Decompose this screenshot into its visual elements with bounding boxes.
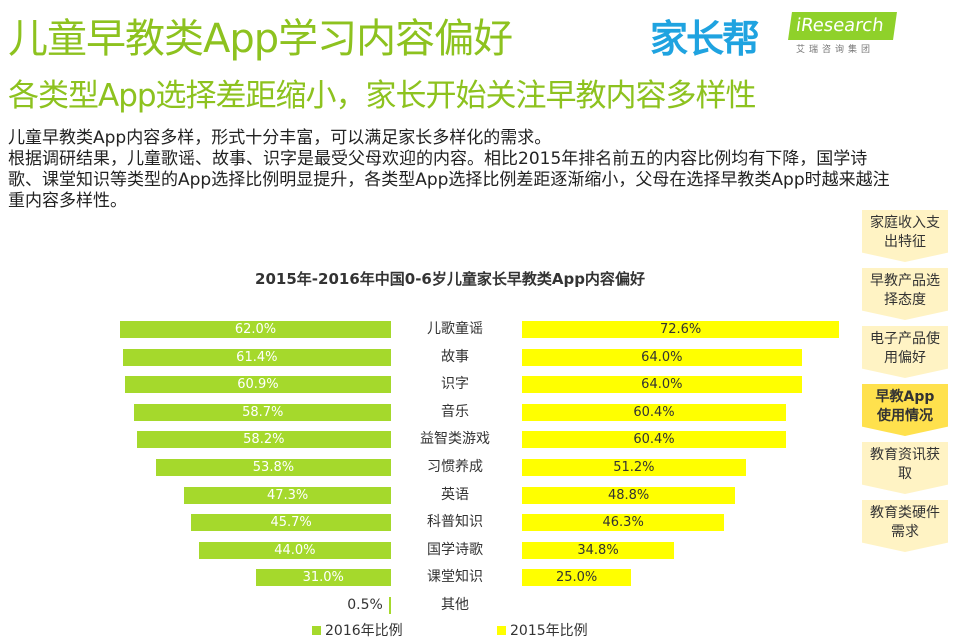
bar-2015: 34.8% — [522, 541, 675, 559]
data-label-2016: 47.3% — [266, 487, 309, 503]
data-label-2016: 0.5% — [347, 597, 383, 613]
data-label-2015: 46.3% — [602, 515, 644, 531]
legend-swatch-2015 — [497, 626, 506, 635]
data-label-2016: 58.2% — [243, 432, 285, 448]
bar-2016: 44.0% — [198, 541, 391, 559]
data-label-2015: 25.0% — [555, 570, 598, 586]
page-subtitle: 各类型App选择差距缩小，家长开始关注早教内容多样性 — [8, 78, 757, 114]
data-label-2015: 60.4% — [633, 432, 675, 448]
category-label: 课堂知识 — [427, 569, 483, 586]
data-label-2015: 64.0% — [641, 377, 683, 393]
bar-2016: 58.2% — [136, 431, 391, 449]
bar-2015: 46.3% — [522, 514, 725, 532]
nav-step-label: 教育资讯获取 — [870, 447, 940, 482]
bar-2015: 60.4% — [522, 403, 786, 421]
bar-2016: 31.0% — [255, 569, 391, 587]
data-label-2016: 58.7% — [242, 404, 284, 420]
nav-step-label: 家庭收入支出特征 — [870, 215, 940, 250]
data-label-2016: 45.7% — [270, 515, 312, 531]
data-label-2016: 31.0% — [302, 570, 344, 586]
bar-2015: 64.0% — [522, 348, 802, 366]
data-label-2016: 53.8% — [252, 460, 295, 475]
category-label: 其他 — [441, 597, 469, 613]
nav-step[interactable]: 家庭收入支出特征 — [862, 210, 948, 262]
nav-step-label: 教育类硬件需求 — [870, 505, 940, 540]
body-text: 儿童早教类App内容多样，形式十分丰富，可以满足家长多样化的需求。 根据调研结果… — [8, 128, 908, 212]
bar-2016: 47.3% — [184, 486, 391, 504]
bar-2015: 64.0% — [522, 376, 802, 394]
data-label-2015: 51.2% — [613, 460, 655, 475]
data-label-2015: 34.8% — [577, 542, 619, 558]
bar-2016: 62.0% — [120, 321, 391, 338]
bar-2016: 60.9% — [124, 376, 391, 394]
body-paragraph: 儿童早教类App内容多样，形式十分丰富，可以满足家长多样化的需求。 — [8, 128, 552, 148]
category-label: 故事 — [441, 348, 469, 365]
bar-2015: 48.8% — [522, 486, 736, 504]
legend-2015: 2015年比例 — [497, 620, 588, 640]
body-paragraph: 根据调研结果，儿童歌谣、故事、识字是最受父母欢迎的内容。相比2015年排名前五的… — [8, 149, 890, 211]
legend-swatch-2016 — [312, 626, 321, 635]
data-label-2015: 64.0% — [641, 349, 683, 365]
bar-2016: 53.8% — [155, 459, 391, 476]
bar-2015: 51.2% — [522, 459, 746, 476]
legend-2016: 2016年比例 — [312, 620, 403, 640]
data-label-2015: 72.6% — [659, 322, 702, 337]
bar-2015: 60.4% — [522, 431, 786, 449]
category-label: 国学诗歌 — [427, 541, 483, 558]
nav-step[interactable]: 教育资讯获取 — [862, 442, 948, 494]
category-label: 益智类游戏 — [420, 431, 490, 448]
iresearch-logo-sub: 艾瑞咨询集团 — [796, 45, 875, 55]
bar-2016 — [388, 597, 391, 614]
data-label-2016: 61.4% — [236, 349, 278, 365]
bar-2016: 58.7% — [134, 403, 391, 421]
iresearch-logo: iResearch — [788, 12, 897, 40]
jiazhangbang-logo: 家长帮 — [650, 17, 760, 61]
chart-title: 2015年-2016年中国0-6岁儿童家长早教类App内容偏好 — [255, 270, 645, 288]
data-label-2016: 44.0% — [274, 542, 316, 558]
category-label: 识字 — [441, 376, 469, 393]
nav-step-label: 早教App使用情况 — [875, 389, 935, 424]
category-label: 科普知识 — [427, 514, 483, 531]
data-label-2015: 48.8% — [607, 487, 650, 503]
nav-step[interactable]: 教育类硬件需求 — [862, 500, 948, 552]
nav-step-label: 早教产品选择态度 — [870, 273, 940, 308]
bar-2016: 45.7% — [191, 514, 391, 532]
nav-step[interactable]: 早教产品选择态度 — [862, 268, 948, 320]
bar-2015: 72.6% — [522, 321, 840, 338]
category-label: 英语 — [441, 486, 469, 503]
bar-2016: 61.4% — [122, 348, 391, 366]
category-label: 音乐 — [441, 403, 469, 420]
page-title: 儿童早教类App学习内容偏好 — [8, 16, 513, 62]
data-label-2015: 60.4% — [633, 404, 675, 420]
nav-step[interactable]: 电子产品使用偏好 — [862, 326, 948, 378]
data-label-2016: 62.0% — [234, 322, 277, 337]
nav-step[interactable]: 早教App使用情况 — [862, 384, 948, 436]
data-label-2016: 60.9% — [237, 377, 279, 393]
nav-step-label: 电子产品使用偏好 — [870, 331, 940, 366]
category-label: 习惯养成 — [427, 459, 483, 475]
bar-2015: 25.0% — [522, 569, 632, 587]
category-label: 儿歌童谣 — [427, 321, 483, 337]
